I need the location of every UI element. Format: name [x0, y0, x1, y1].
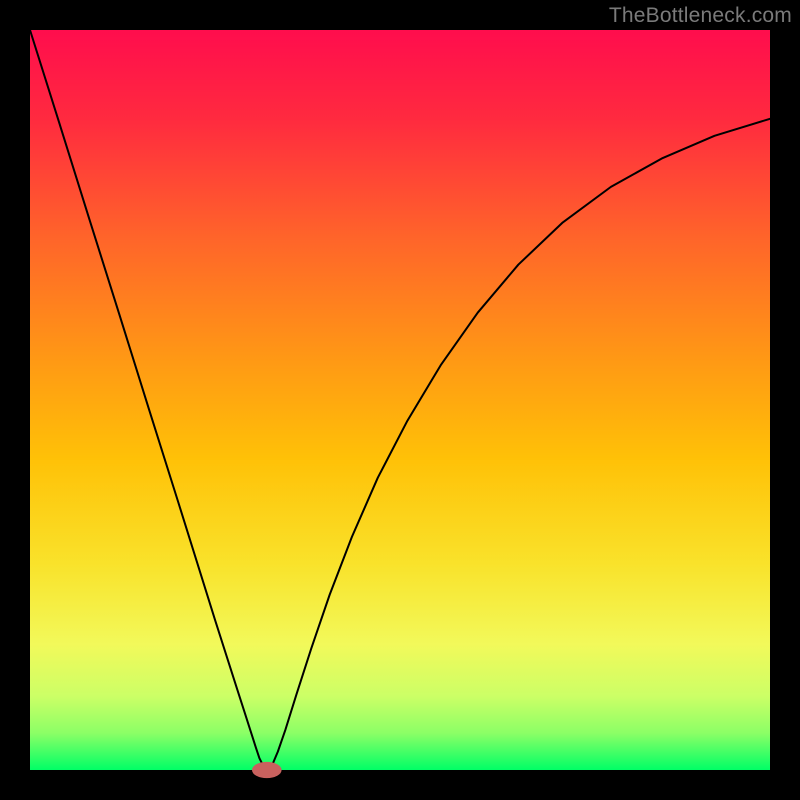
plot-area [30, 30, 770, 770]
watermark-text: TheBottleneck.com [609, 4, 792, 28]
chart-container: TheBottleneck.com [0, 0, 800, 800]
bottleneck-chart-svg [0, 0, 800, 800]
optimum-marker [252, 762, 282, 778]
